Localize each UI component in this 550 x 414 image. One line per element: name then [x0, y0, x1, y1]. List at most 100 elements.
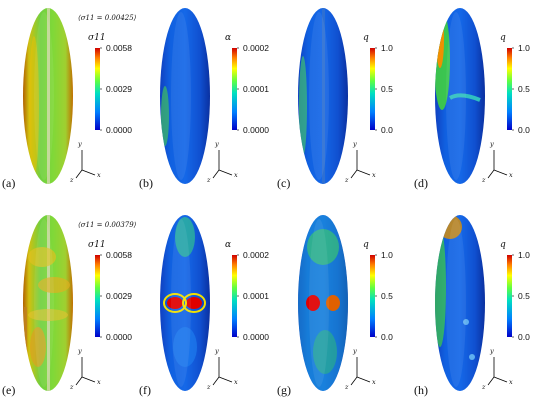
axis-label-y: y	[215, 140, 219, 148]
colorbar	[232, 255, 237, 337]
axis-label-x: x	[97, 378, 101, 386]
x-axis-arrow	[493, 376, 508, 383]
panel-a: (a) σ11 0.0058 0.0029 0.0000 ⟨σ11 = 0.00425⟩ y…	[0, 0, 137, 207]
z-axis-arrow	[75, 376, 83, 386]
colorbar-title: q	[500, 240, 506, 250]
axis-label-z: z	[70, 176, 74, 184]
axis-label-x: x	[509, 378, 513, 386]
axis-label-z: z	[345, 176, 349, 184]
axis-label-z: z	[482, 176, 486, 184]
z-axis-arrow	[350, 169, 358, 179]
z-axis-arrow	[212, 169, 220, 179]
mean-stress-note: ⟨σ11 = 0.00425⟩	[78, 14, 137, 22]
x-axis-arrow	[218, 169, 233, 176]
colorbar-tick-max: 0.0058	[106, 250, 132, 260]
z-axis-arrow	[212, 376, 220, 386]
ellipsoid-plot	[160, 215, 239, 391]
panel-g: (g) q 1.0 0.5 0.0 y x z	[275, 207, 412, 414]
colorbar	[232, 48, 237, 130]
ellipsoid-plot	[23, 8, 102, 184]
colorbar	[370, 48, 375, 130]
x-axis-arrow	[493, 169, 508, 176]
panel-label: (b)	[139, 176, 153, 190]
ellipsoid-plot	[298, 215, 377, 391]
colorbar-tick-min: 0.0	[381, 332, 393, 342]
x-axis-arrow	[81, 376, 96, 383]
colorbar-tick-mid: 0.5	[518, 84, 530, 94]
mean-stress-note: ⟨σ11 = 0.00379⟩	[78, 221, 137, 229]
panel-label: (h)	[414, 383, 428, 397]
panel-label: (c)	[277, 176, 291, 190]
ellipsoid-plot	[435, 8, 514, 184]
ellipsoid-plot	[23, 215, 102, 391]
z-axis-arrow	[350, 376, 358, 386]
colorbar	[507, 255, 512, 337]
colorbar-tick-min: 0.0000	[243, 125, 269, 135]
colorbar-tick-min: 0.0000	[106, 332, 132, 342]
axis-label-y: y	[353, 140, 357, 148]
axis-label-x: x	[509, 171, 513, 179]
axis-label-x: x	[234, 171, 238, 179]
colorbar-tick-max: 1.0	[518, 250, 530, 260]
panel-h: (h) q 1.0 0.5 0.0 y x z	[412, 207, 549, 414]
axis-label-z: z	[482, 383, 486, 391]
colorbar-tick-mid: 0.5	[381, 291, 393, 301]
axis-label-z: z	[70, 383, 74, 391]
colorbar-tick-mid: 0.0001	[243, 84, 269, 94]
colorbar-tick-max: 0.0058	[106, 43, 132, 53]
colorbar-tick-mid: 0.5	[518, 291, 530, 301]
panel-e: (e) σ11 0.0058 0.0029 0.0000 ⟨σ11 = 0.00379⟩ y…	[0, 207, 137, 414]
axis-label-x: x	[372, 171, 376, 179]
axis-label-y: y	[78, 347, 82, 355]
colorbar-title: q	[363, 240, 369, 250]
axis-label-y: y	[353, 347, 357, 355]
ellipsoid-plot	[298, 8, 377, 184]
colorbar	[507, 48, 512, 130]
x-axis-arrow	[356, 376, 371, 383]
colorbar-tick-max: 1.0	[381, 43, 393, 53]
panel-label: (d)	[414, 176, 428, 190]
colorbar-tick-max: 1.0	[381, 250, 393, 260]
colorbar-tick-mid: 0.5	[381, 84, 393, 94]
x-axis-arrow	[356, 169, 371, 176]
colorbar-tick-max: 0.0002	[243, 250, 269, 260]
axis-label-x: x	[97, 171, 101, 179]
ellipsoid-body	[435, 215, 485, 391]
colorbar-title: σ11	[88, 240, 106, 250]
ellipsoid-plot	[435, 215, 514, 391]
panel-label: (f)	[139, 383, 151, 397]
ellipsoid-body	[160, 8, 210, 184]
colorbar-tick-max: 0.0002	[243, 43, 269, 53]
colorbar-title: σ11	[88, 33, 106, 43]
z-axis-arrow	[487, 376, 495, 386]
colorbar-title: α	[225, 240, 232, 250]
axis-label-x: x	[234, 378, 238, 386]
colorbar	[95, 255, 100, 337]
colorbar-tick-mid: 0.0001	[243, 291, 269, 301]
colorbar	[95, 48, 100, 130]
colorbar-tick-min: 0.0	[518, 125, 530, 135]
panel-label: (g)	[277, 383, 291, 397]
colorbar	[370, 255, 375, 337]
axis-label-z: z	[207, 383, 211, 391]
panel-d: (d) q 1.0 0.5 0.0 y x z	[412, 0, 549, 207]
panel-c: (c) q 1.0 0.5 0.0 y x z	[275, 0, 412, 207]
colorbar-tick-min: 0.0	[381, 125, 393, 135]
axis-label-y: y	[215, 347, 219, 355]
colorbar-tick-mid: 0.0029	[106, 84, 132, 94]
colorbar-tick-mid: 0.0029	[106, 291, 132, 301]
axis-label-z: z	[345, 383, 349, 391]
colorbar-title: α	[225, 33, 232, 43]
panel-b: (b) α 0.0002 0.0001 0.0000 y x z	[137, 0, 274, 207]
panel-label: (e)	[2, 383, 16, 397]
z-axis-arrow	[75, 169, 83, 179]
colorbar-tick-min: 0.0000	[106, 125, 132, 135]
panel-label: (a)	[2, 176, 16, 190]
colorbar-tick-min: 0.0000	[243, 332, 269, 342]
x-axis-arrow	[218, 376, 233, 383]
x-axis-arrow	[81, 169, 96, 176]
panel-f: (f) α 0.0002 0.0001 0.0000 y x z	[137, 207, 274, 414]
colorbar-title: q	[500, 33, 506, 43]
axis-label-y: y	[490, 140, 494, 148]
z-axis-arrow	[487, 169, 495, 179]
